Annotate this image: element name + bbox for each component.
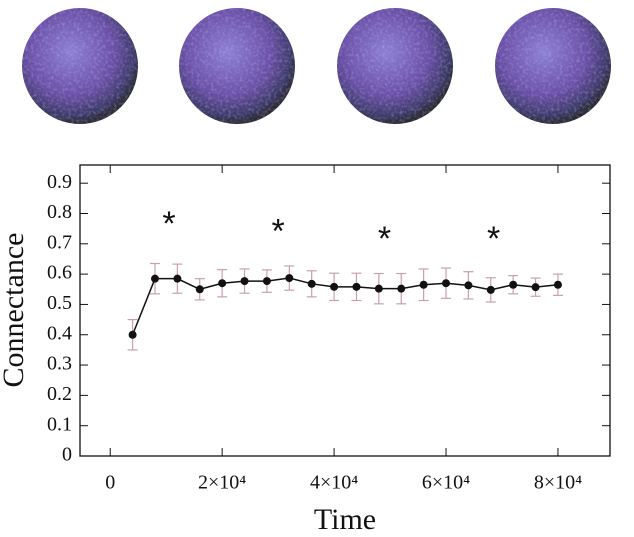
x-tick-label: 8×10⁴	[534, 472, 582, 494]
data-point	[397, 284, 406, 293]
data-point	[352, 282, 361, 291]
data-point	[486, 285, 495, 294]
data-point	[307, 279, 316, 288]
data-point	[285, 274, 294, 283]
sphere	[495, 8, 611, 124]
y-tick-label: 0	[62, 444, 72, 466]
y-tick-label: 0.7	[47, 231, 72, 253]
data-point	[240, 277, 249, 286]
x-axis-label: Time	[314, 503, 376, 536]
data-line	[131, 277, 559, 336]
data-point	[419, 280, 428, 289]
sphere	[179, 8, 295, 124]
data-point	[553, 280, 562, 289]
y-tick-label: 0.2	[47, 383, 72, 405]
data-point	[218, 279, 227, 288]
data-point	[262, 277, 271, 286]
data-point	[464, 281, 473, 290]
y-axis-label: Connectance	[0, 233, 30, 388]
y-tick-label: 0.5	[47, 292, 72, 314]
y-tick-label: 0.1	[47, 413, 72, 435]
plot-frame	[79, 164, 611, 457]
annotation: *	[272, 213, 285, 251]
annotation: *	[487, 220, 500, 258]
sphere	[22, 8, 138, 124]
sphere	[337, 8, 453, 124]
data-point	[509, 280, 518, 289]
data-point	[330, 282, 339, 291]
y-tick-label: 0.8	[47, 201, 72, 223]
annotation: *	[378, 220, 391, 258]
x-tick-label: 4×10⁴	[310, 472, 358, 494]
x-tick-label: 2×10⁴	[198, 472, 246, 494]
y-tick-label: 0.4	[47, 322, 72, 344]
y-tick-label: 0.6	[47, 262, 72, 284]
data-point	[442, 279, 451, 288]
data-point	[150, 274, 159, 283]
data-point	[374, 284, 383, 293]
y-tick-label: 0.3	[47, 353, 72, 375]
annotation: *	[162, 205, 175, 243]
data-point	[173, 274, 182, 283]
data-point	[128, 330, 137, 339]
x-tick-label: 6×10⁴	[422, 472, 470, 494]
data-point	[195, 285, 204, 294]
data-point	[531, 283, 540, 292]
x-tick-label: 0	[105, 472, 115, 494]
y-tick-label: 0.9	[47, 171, 72, 193]
